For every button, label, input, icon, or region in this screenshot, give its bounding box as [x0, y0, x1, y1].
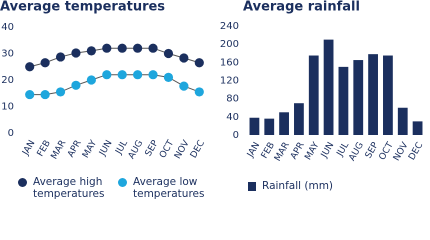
point	[86, 75, 96, 85]
bar	[397, 107, 408, 135]
point	[25, 89, 35, 100]
chart-title: Average temperatures	[0, 0, 165, 15]
point	[148, 43, 158, 53]
y-tick-label: 200	[220, 39, 239, 50]
point	[40, 58, 50, 68]
x-tick-label: JAN	[21, 139, 38, 158]
chart-title: Average rainfall	[243, 0, 360, 15]
bar	[368, 54, 378, 135]
bar	[412, 121, 423, 135]
point	[163, 48, 174, 59]
point	[194, 58, 204, 68]
legend-label: Average high temperatures	[33, 176, 105, 200]
x-tick-label: MAY	[303, 140, 321, 162]
x-tick-label: JUN	[319, 141, 336, 161]
y-tick-label: 240	[220, 21, 239, 32]
bar	[323, 39, 334, 135]
y-tick-label: 40	[226, 112, 239, 123]
point	[102, 70, 112, 80]
point	[40, 89, 50, 100]
point	[133, 43, 143, 53]
x-tick-label: JAN	[245, 141, 262, 160]
legend-item: Average high temperatures	[18, 176, 108, 200]
point	[163, 72, 174, 82]
x-tick-label: MAY	[81, 138, 99, 160]
y-tick-label: 0	[233, 130, 239, 141]
bar	[264, 118, 275, 135]
point	[133, 70, 143, 80]
point	[55, 52, 66, 62]
bar	[249, 117, 260, 135]
x-tick-label: DEC	[407, 141, 425, 162]
point	[179, 81, 189, 91]
y-tick-label: 40	[1, 22, 14, 33]
x-tick-label: MAR	[50, 139, 69, 161]
y-tick-label: 20	[1, 75, 14, 86]
point	[179, 53, 189, 63]
legend-swatch	[118, 178, 127, 187]
legend-label: Average low temperatures	[133, 176, 205, 200]
point	[117, 43, 127, 53]
point	[86, 46, 96, 56]
x-tick-label: MAR	[273, 141, 292, 163]
bar	[294, 103, 304, 135]
x-tick-label: AUG	[127, 139, 146, 161]
bar	[308, 55, 319, 136]
x-tick-label: APR	[66, 139, 84, 159]
point	[148, 70, 158, 80]
y-tick-label: 160	[220, 57, 239, 68]
x-tick-label: NOV	[173, 138, 192, 161]
legend-swatch	[248, 182, 256, 191]
series-line	[29, 74, 200, 96]
x-tick-label: DEC	[189, 139, 207, 160]
point	[25, 62, 35, 72]
legend-item: Rainfall (mm)	[248, 180, 388, 192]
point	[194, 87, 204, 97]
point	[71, 80, 81, 90]
bar	[383, 55, 393, 136]
y-tick-label: 120	[220, 76, 239, 87]
x-tick-label: JUN	[97, 139, 114, 159]
page: Average temperatures 0 10 20 30 40 JAN FEB MAR AP…	[0, 0, 426, 200]
bar	[353, 60, 364, 135]
point	[71, 48, 81, 58]
legend-label: Rainfall (mm)	[262, 180, 334, 192]
point	[55, 87, 66, 97]
y-tick-label: 0	[8, 128, 14, 139]
point	[117, 70, 127, 80]
bar	[338, 66, 349, 135]
y-tick-label: 30	[1, 49, 14, 60]
legend-swatch	[18, 178, 27, 187]
legend-item: Average low temperatures	[118, 176, 208, 200]
y-tick-label: 10	[1, 102, 14, 113]
charts: Average temperatures010203040JANFEBMARAP…	[0, 0, 425, 163]
series-line	[29, 47, 200, 68]
y-tick-label: 80	[226, 94, 239, 105]
bar	[279, 112, 289, 135]
x-tick-label: AUG	[347, 141, 366, 163]
point	[102, 43, 112, 53]
x-tick-label: NOV	[392, 140, 411, 163]
